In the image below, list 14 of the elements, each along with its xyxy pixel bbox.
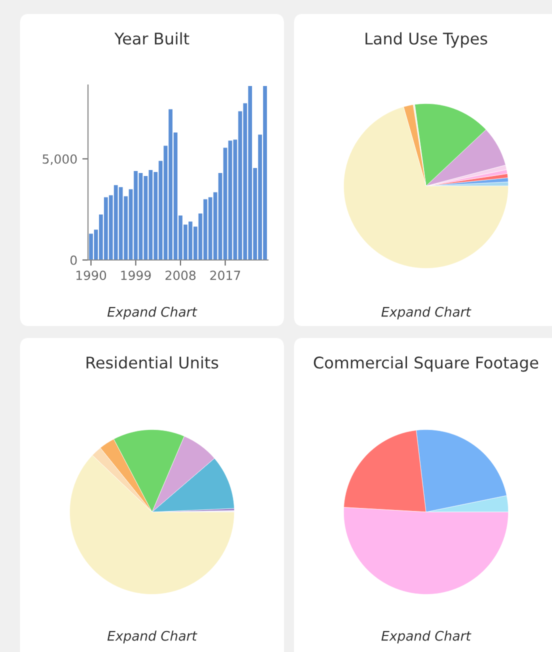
text: Expand Chart — [107, 630, 198, 644]
x-tick-label: 1990 — [76, 270, 106, 280]
x-tick-label: 1999 — [121, 270, 151, 280]
chart-title: Commercial Square Footage — [314, 356, 538, 372]
text: Expand Chart — [107, 306, 198, 320]
chart-title: Residential Units — [86, 356, 218, 369]
chart-title: Year Built — [114, 32, 190, 45]
text: Expand Chart — [381, 630, 472, 644]
x-tick-label: 2017 — [210, 270, 240, 280]
text: Expand Chart — [381, 306, 472, 320]
x-tick-label: 2008 — [165, 270, 196, 280]
y-tick-label: 5,000 — [42, 154, 77, 166]
chart-title: Land Use Types — [366, 32, 488, 48]
y-tick-label: 0 — [70, 255, 77, 265]
